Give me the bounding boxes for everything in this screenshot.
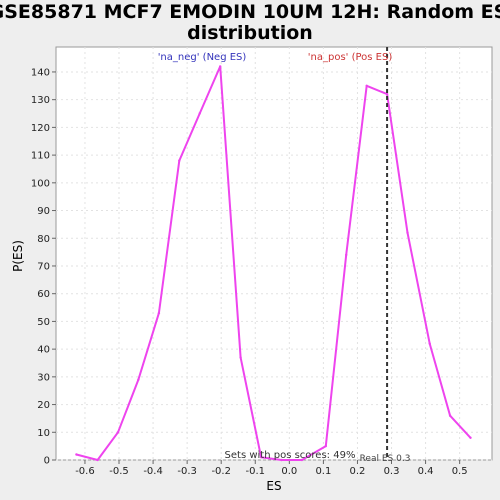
data-point xyxy=(157,311,161,315)
data-point xyxy=(345,253,348,257)
data-point xyxy=(116,431,120,434)
grid-layer xyxy=(56,47,492,461)
y-tick-label: 0 xyxy=(44,456,50,467)
y-tick-label: 70 xyxy=(37,261,50,272)
neg-es-annotation: 'na_neg' (Neg ES) xyxy=(158,52,247,63)
data-point xyxy=(448,414,452,417)
x-tick-label: 0.5 xyxy=(452,466,468,477)
y-tick-label: 60 xyxy=(37,289,50,300)
data-point xyxy=(75,453,78,456)
y-tick-label: 50 xyxy=(37,317,50,328)
data-point xyxy=(239,356,242,359)
y-tick-label: 20 xyxy=(37,400,50,411)
pos-es-annotation: 'na_pos' (Pos ES) xyxy=(308,52,393,63)
x-tick-label: 0.4 xyxy=(418,466,434,477)
y-tick-label: 30 xyxy=(37,372,50,383)
data-point xyxy=(428,342,431,345)
x-tick-label: -0.1 xyxy=(246,466,266,477)
real-es-label: Real ES 0.3 xyxy=(360,454,411,464)
data-point xyxy=(219,65,222,68)
axis-layer: 0 10 20 30 40 50 60 70 80 90 100 110 120 130 140 -0.6 -0… xyxy=(31,67,468,477)
x-tick-label: -0.2 xyxy=(211,466,231,477)
chart-title-line2: distribution xyxy=(187,22,313,44)
data-point xyxy=(259,456,263,459)
data-point xyxy=(178,159,181,162)
x-tick-label: -0.5 xyxy=(109,466,129,477)
x-tick-label: -0.4 xyxy=(143,466,163,477)
y-tick-label: 90 xyxy=(37,206,50,217)
x-tick-label: 0.1 xyxy=(315,466,331,477)
chart-title-line1: GSE85871 MCF7 EMODIN 10UM 12H: Random ES xyxy=(0,1,500,23)
x-tick-label: -0.3 xyxy=(177,466,197,477)
data-point xyxy=(137,378,140,381)
y-tick-label: 130 xyxy=(31,95,50,106)
y-tick-label: 10 xyxy=(37,428,50,439)
y-tick-label: 80 xyxy=(37,234,50,245)
data-point xyxy=(198,112,201,115)
y-axis-label: P(ES) xyxy=(11,240,25,272)
y-tick-label: 40 xyxy=(37,345,50,356)
data-point xyxy=(96,458,99,462)
data-point xyxy=(406,231,409,234)
y-tick-label: 140 xyxy=(31,67,50,78)
data-point xyxy=(365,84,368,88)
y-tick-label: 100 xyxy=(31,178,50,189)
series-layer xyxy=(75,65,472,462)
sets-pos-scores-annotation: Sets with pos scores: 49% xyxy=(225,450,356,461)
x-tick-label: 0.0 xyxy=(281,466,297,477)
data-point xyxy=(280,458,283,462)
x-tick-label: 0.3 xyxy=(384,466,400,477)
plot-area xyxy=(55,46,493,461)
data-point xyxy=(385,92,389,96)
y-tick-label: 110 xyxy=(31,151,50,162)
x-tick-label: -0.6 xyxy=(75,466,95,477)
series-line xyxy=(76,65,472,461)
data-point xyxy=(324,444,327,448)
data-point xyxy=(300,458,304,462)
y-tick-label: 120 xyxy=(31,123,50,134)
x-axis-label: ES xyxy=(266,479,281,493)
x-tick-label: 0.2 xyxy=(350,466,366,477)
data-point xyxy=(469,436,472,439)
